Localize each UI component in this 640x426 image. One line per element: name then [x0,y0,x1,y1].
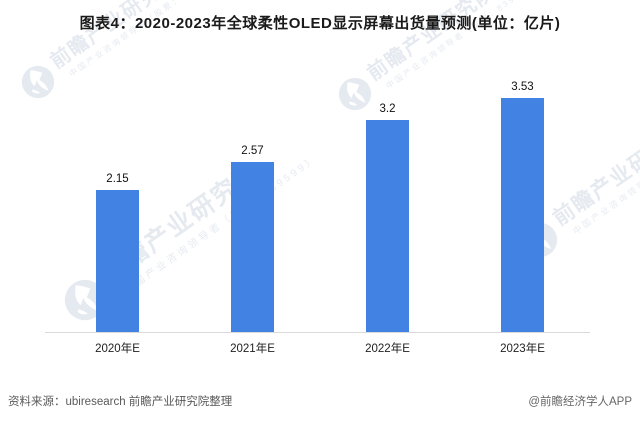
chart-title: 图表4：2020-2023年全球柔性OLED显示屏幕出货量预测(单位：亿片) [79,15,561,32]
plot-area: 2.15 2.57 3.2 3.53 [50,54,590,332]
bar-column: 2.15 [50,54,185,332]
bar [96,190,139,332]
bar-value-label: 2.15 [106,173,129,185]
x-axis-labels: 2020年E 2021年E 2022年E 2023年E [50,340,590,356]
x-axis-label: 2022年E [365,343,410,355]
x-axis-label: 2021年E [230,343,275,355]
bar-value-label: 3.53 [511,81,534,93]
bar [231,162,274,332]
bar-column: 3.2 [320,54,455,332]
credit-label: @前瞻经济学人APP [528,396,632,408]
x-axis-line [45,332,590,333]
bar-value-label: 2.57 [241,145,264,157]
bar-column: 2.57 [185,54,320,332]
x-axis-label: 2023年E [500,343,545,355]
footer: 资料来源：ubiresearch 前瞻产业研究院整理 @前瞻经济学人APP [8,393,632,409]
x-axis-label: 2020年E [95,343,140,355]
bar [366,120,409,332]
bar-column: 3.53 [455,54,590,332]
bar-value-label: 3.2 [379,103,396,115]
source-label: 资料来源：ubiresearch 前瞻产业研究院整理 [8,396,233,408]
bar [501,98,544,332]
